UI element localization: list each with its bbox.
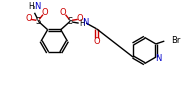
Text: O: O — [59, 8, 66, 17]
Text: H: H — [79, 19, 85, 28]
Text: S: S — [36, 17, 41, 26]
Text: O: O — [26, 14, 32, 23]
Text: N: N — [82, 18, 88, 27]
Text: N: N — [155, 54, 162, 63]
Text: Br: Br — [171, 36, 180, 45]
Text: S: S — [68, 17, 73, 26]
Text: O: O — [93, 37, 100, 46]
Text: N: N — [34, 2, 41, 11]
Text: H: H — [28, 2, 34, 11]
Text: O: O — [42, 8, 48, 17]
Text: O: O — [76, 14, 83, 23]
Text: ₂: ₂ — [32, 5, 35, 10]
